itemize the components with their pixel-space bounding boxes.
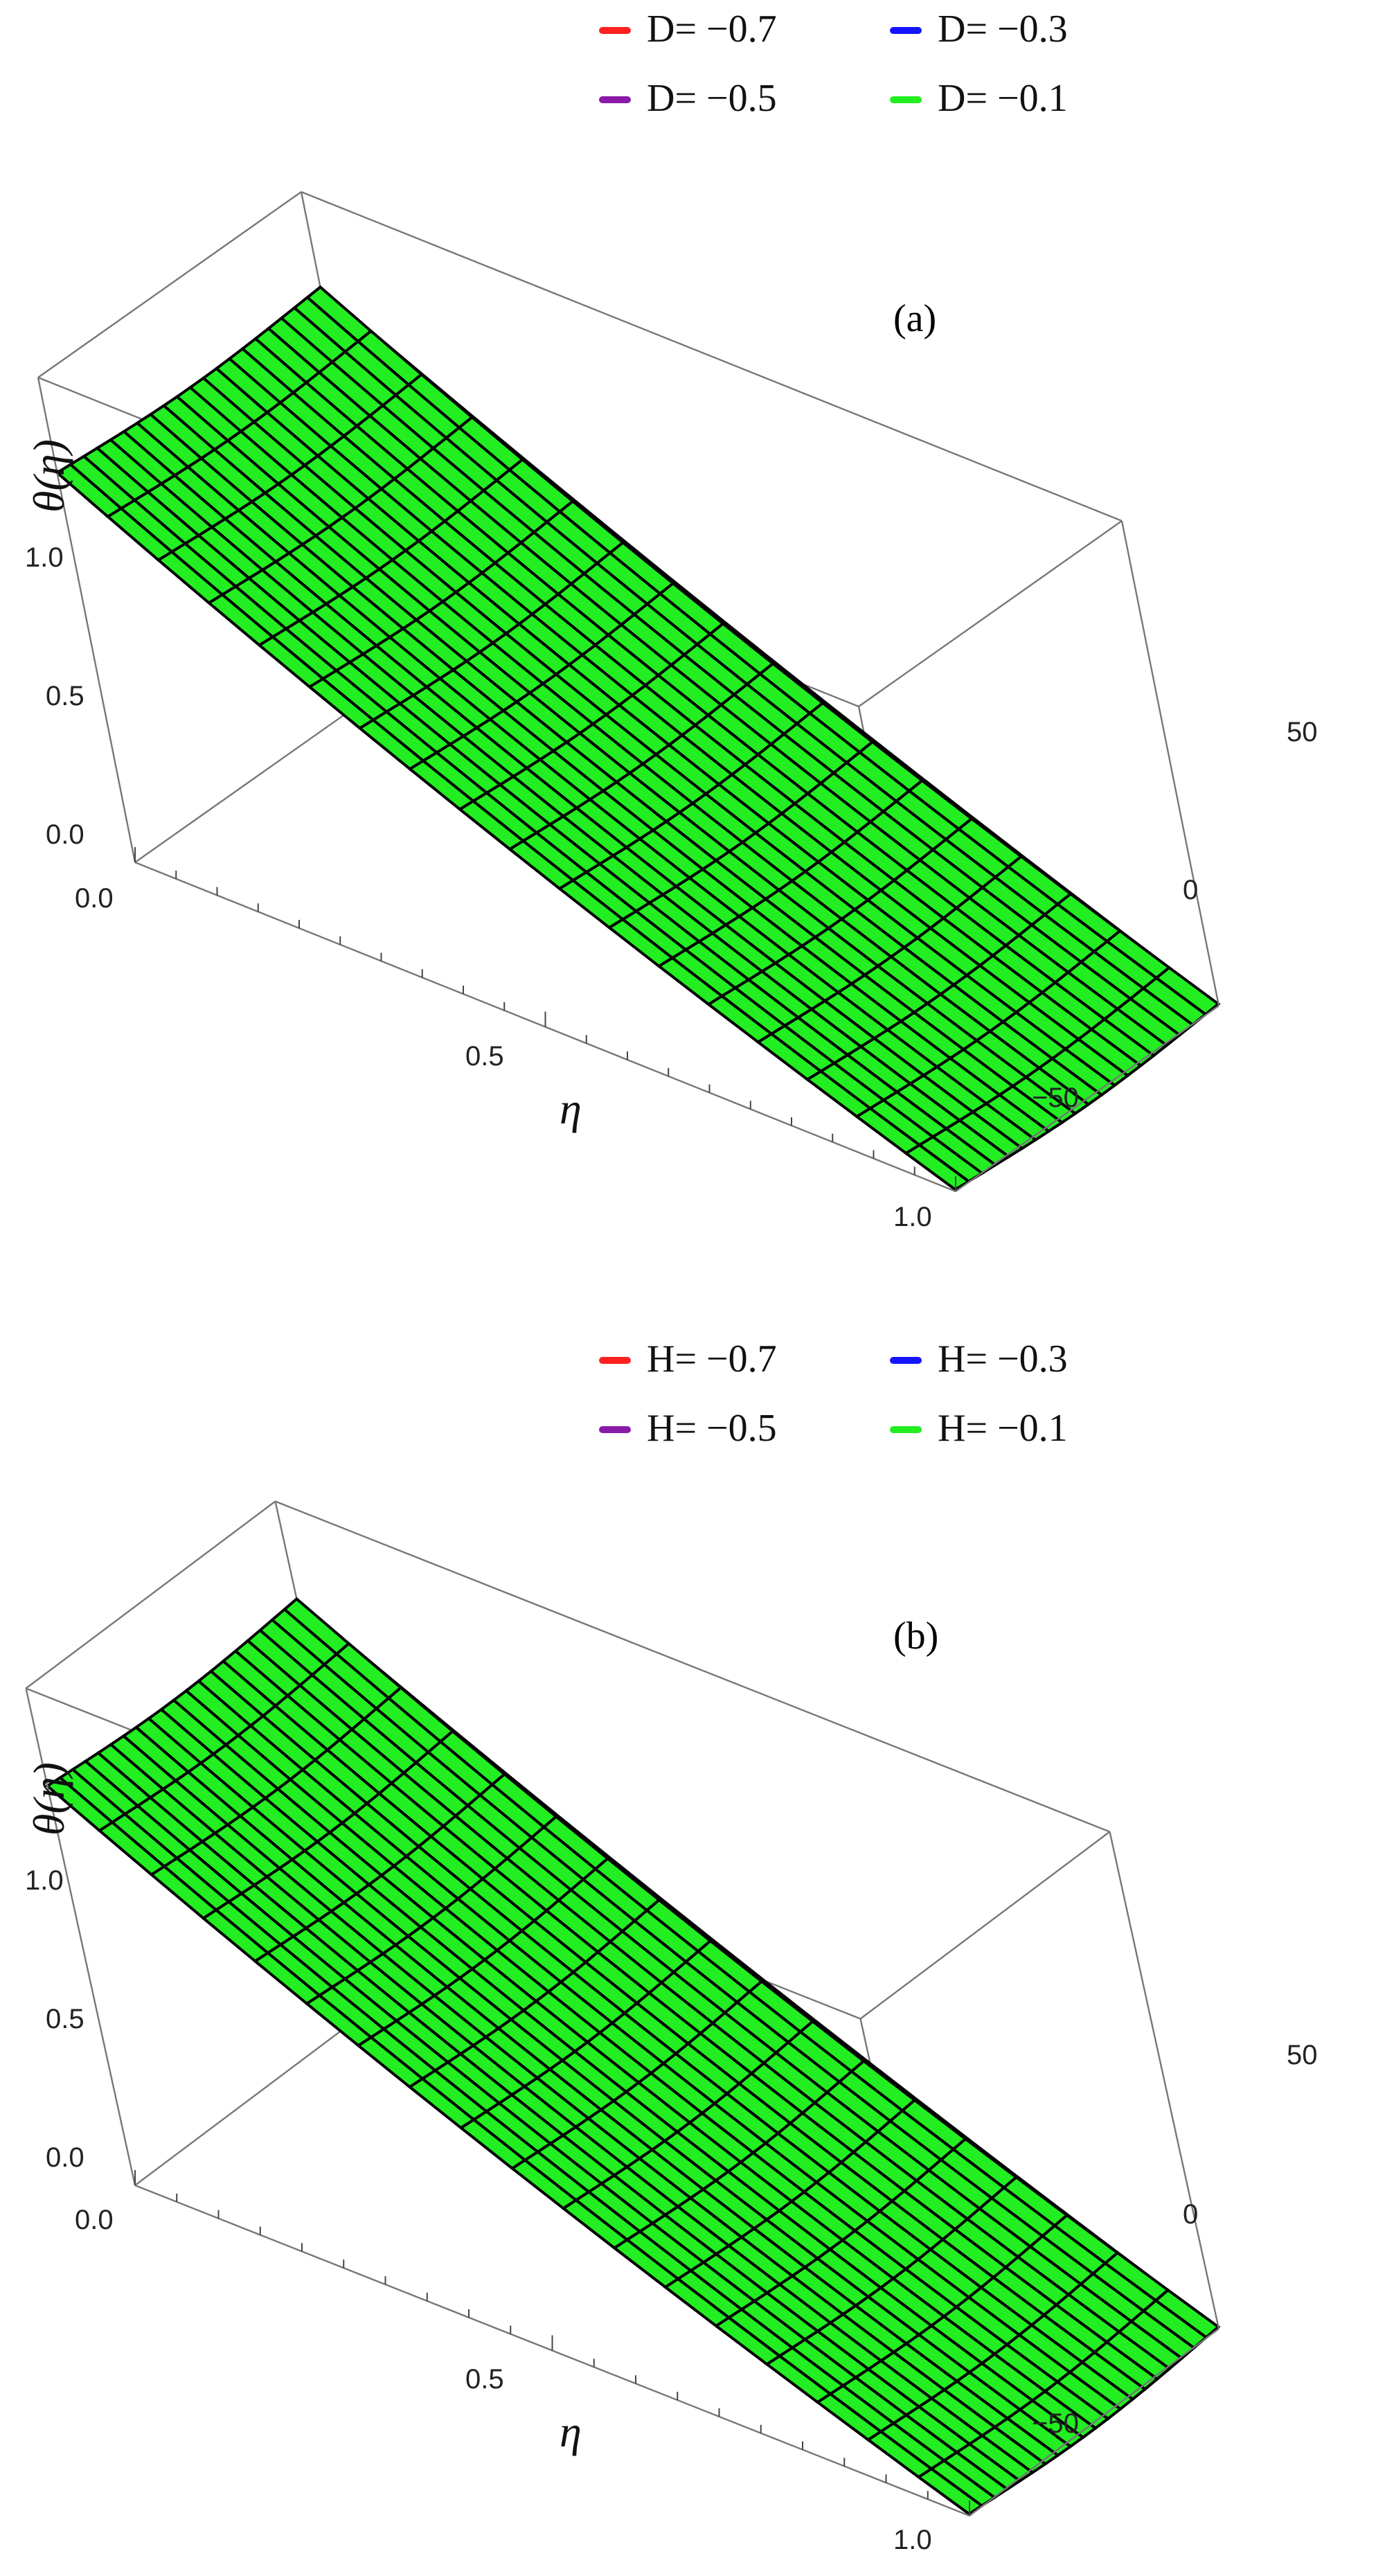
z-axis-title: θ(η): [24, 439, 73, 513]
z-axis-title: θ(η): [24, 1762, 73, 1836]
box-edge: [858, 520, 1123, 707]
tick-marks: [134, 847, 956, 1191]
box-front-edges: [25, 1688, 1220, 2517]
y-tick-label: 0: [1183, 2199, 1198, 2230]
tick-marks: [134, 2170, 970, 2516]
legend-item: D= −0.7: [599, 8, 777, 51]
x-tick-label: 0.5: [465, 2364, 504, 2395]
box-edge: [859, 1831, 1111, 2020]
y-tick-label: −50: [1032, 2408, 1079, 2439]
panel-label: (a): [893, 297, 936, 340]
box-edge: [1109, 1831, 1220, 2329]
x-tick-label: 0.0: [75, 883, 114, 914]
x-axis-title: η: [560, 1084, 582, 1133]
surface-mesh: [45, 1597, 1221, 2516]
legend-label: D= −0.5: [647, 77, 777, 120]
legend-label: H= −0.3: [938, 1338, 1068, 1380]
box-edge: [275, 1500, 1110, 1833]
legend: H= −0.7 H= −0.5 H= −0.3 H= −0.1: [599, 1338, 1068, 1450]
legend-item: D= −0.5: [599, 77, 777, 120]
legend-item: H= −0.7: [599, 1338, 777, 1380]
z-tick-label: 1.0: [25, 1865, 64, 1896]
y-tick-label: 50: [1287, 2040, 1318, 2070]
box-edge: [37, 377, 136, 863]
box-edge: [955, 1005, 1219, 1192]
z-tick-label: 0.5: [46, 681, 84, 711]
y-tick-label: 50: [1287, 717, 1318, 747]
z-tick-label: 1.0: [25, 542, 64, 573]
box-edge: [301, 190, 1123, 522]
legend-label: D= −0.1: [938, 77, 1068, 120]
x-axis-title: η: [560, 2407, 582, 2456]
x-tick-label: 0.5: [465, 1041, 504, 1072]
x-tick-label: 1.0: [893, 2525, 932, 2555]
legend-item: H= −0.5: [599, 1407, 777, 1450]
legend-label: H= −0.1: [938, 1407, 1068, 1450]
panel-a: (a) 1.0 0.5 0.0 0.0 0.5 1.0 −50 0 50 η θ…: [24, 8, 1318, 1232]
box-edge: [25, 1500, 276, 1689]
surface-series: [55, 285, 1221, 1191]
legend-item: H= −0.1: [890, 1407, 1068, 1450]
legend-label: H= −0.7: [647, 1338, 777, 1380]
panel-label: (b): [893, 1615, 938, 1658]
legend-label: D= −0.7: [647, 8, 777, 51]
x-tick-label: 0.0: [75, 2205, 114, 2235]
surface-mesh: [55, 285, 1221, 1191]
z-tick-label: 0.0: [46, 819, 84, 850]
legend-item: D= −0.3: [890, 8, 1068, 51]
y-tick-label: 0: [1183, 875, 1198, 905]
box-edge: [969, 2328, 1219, 2516]
z-tick-label: 0.0: [46, 2142, 84, 2173]
box-edge: [1120, 520, 1220, 1006]
box-edge: [37, 191, 302, 378]
box-edge: [25, 1688, 136, 2186]
panel-b: (b) 1.0 0.5 0.0 0.0 0.5 1.0 −50 0 50 η θ…: [24, 1338, 1318, 2555]
legend-label: H= −0.5: [647, 1407, 777, 1450]
surface-series: [45, 1597, 1221, 2516]
legend-label: D= −0.3: [938, 8, 1068, 51]
legend-item: H= −0.3: [890, 1338, 1068, 1380]
y-tick-label: −50: [1032, 1083, 1079, 1113]
z-tick-label: 0.5: [46, 2004, 84, 2034]
legend: D= −0.7 D= −0.5 D= −0.3 D= −0.1: [599, 8, 1068, 120]
legend-item: D= −0.1: [890, 77, 1068, 120]
x-tick-label: 1.0: [893, 1202, 932, 1232]
